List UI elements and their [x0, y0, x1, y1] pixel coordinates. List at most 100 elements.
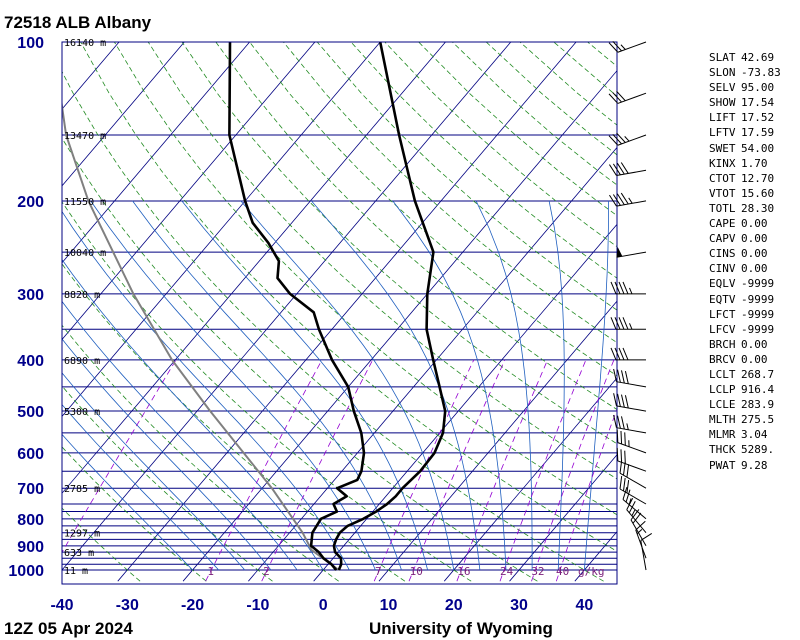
mixing-ratio-line: [62, 359, 177, 554]
index-row: SELV 95.00: [709, 80, 797, 95]
mixing-ratio-label: 10: [410, 565, 423, 578]
temperature-tick-label: 10: [380, 597, 398, 614]
height-label: 633 m: [64, 548, 94, 559]
mixing-ratio-label: 16: [457, 565, 470, 578]
wind-barb: [610, 347, 646, 361]
index-row: TOTL 28.30: [709, 201, 797, 216]
mixing-ratio-line: [456, 359, 548, 582]
height-label: 6890 m: [64, 356, 100, 367]
moist-adiabat: [62, 403, 219, 571]
index-value: 12.70: [741, 171, 775, 185]
mixing-ratio-line: [408, 359, 506, 582]
index-row: BRCH 0.00: [709, 337, 797, 352]
index-name: CINV: [709, 262, 736, 276]
index-name: MLTH: [709, 413, 736, 427]
moist-adiabat: [311, 200, 481, 571]
pressure-tick-label: 500: [17, 404, 44, 421]
index-row: CAPE 0.00: [709, 216, 797, 231]
index-row: MLMR 3.04: [709, 427, 797, 442]
index-row: SLAT 42.69: [709, 50, 797, 65]
index-row: CTOT 12.70: [709, 171, 797, 186]
mixing-ratio-line: [373, 359, 475, 582]
wind-barb: [608, 40, 647, 53]
index-row: LFCT -9999: [709, 307, 797, 322]
dry-adiabat: [283, 42, 617, 344]
mixing-ratio-label: 1: [207, 565, 214, 578]
index-value: -73.83: [741, 66, 781, 80]
index-name: SELV: [709, 81, 736, 95]
index-value: 0.00: [741, 337, 768, 351]
moist-adiabat: [181, 200, 428, 571]
wind-barb: [608, 90, 647, 104]
height-label: 2785 m: [64, 484, 100, 495]
mixing-ratio-line: [531, 359, 615, 582]
mixing-ratio-unit: g/kg: [578, 565, 605, 578]
parcel-trace: [62, 102, 340, 571]
pressure-tick-label: 1000: [8, 563, 44, 580]
temperature-tick-label: 0: [319, 597, 328, 614]
pressure-tick-label: 800: [17, 512, 44, 529]
mixing-ratio-line: [499, 359, 587, 582]
isotherm--90: [62, 42, 185, 187]
index-name: LFCT: [709, 307, 736, 321]
pressure-tick-label: 700: [17, 481, 44, 498]
index-row: VTOT 15.60: [709, 186, 797, 201]
height-label: 11 m: [64, 566, 88, 577]
index-value: -9999: [741, 292, 775, 306]
index-name: LIFT: [709, 111, 736, 125]
wind-barb: [609, 162, 647, 177]
index-row: KINX 1.70: [709, 156, 797, 171]
height-label: 5300 m: [64, 407, 100, 418]
chart-title: 72518 ALB Albany: [4, 13, 152, 32]
pressure-tick-label: 600: [17, 446, 44, 463]
mixing-ratio-label: 24: [500, 565, 514, 578]
index-row: SHOW 17.54: [709, 95, 797, 110]
dry-adiabat: [249, 42, 617, 377]
footer-time: 12Z 05 Apr 2024: [4, 619, 133, 638]
temperature-tick-label: -20: [181, 597, 204, 614]
dry-adiabat: [350, 42, 617, 279]
dry-adiabat: [114, 42, 617, 516]
index-value: 275.5: [741, 413, 775, 427]
height-label: 16140 m: [64, 38, 106, 49]
height-label: 1297 m: [64, 529, 100, 540]
index-name: LFTV: [709, 126, 736, 140]
index-name: EQTV: [709, 292, 736, 306]
moist-adiabat: [132, 200, 402, 571]
index-value: 268.7: [741, 367, 775, 381]
moist-adiabat: [475, 200, 533, 570]
wind-barb: [610, 281, 646, 295]
mixing-ratio-line: [261, 359, 374, 582]
index-row: LIFT 17.52: [709, 110, 797, 125]
index-value: 0.00: [741, 352, 768, 366]
index-row: LCLE 283.9: [709, 397, 797, 412]
index-value: 5289.: [741, 443, 775, 457]
index-row: BRCV 0.00: [709, 352, 797, 367]
stability-indices: SLAT 42.69 SLON -73.83 SELV 95.00 SHOW 17.54 LIF…: [709, 50, 797, 473]
index-name: EQLV: [709, 277, 736, 291]
index-value: 17.54: [741, 96, 775, 110]
index-row: LFTV 17.59: [709, 125, 797, 140]
pressure-tick-label: 200: [17, 194, 44, 211]
index-value: 1.70: [741, 156, 768, 170]
index-name: LCLP: [709, 383, 736, 397]
dry-adiabat: [147, 42, 617, 480]
index-value: 0.00: [741, 217, 768, 231]
isotherm--70: [62, 42, 316, 341]
dry-adiabat: [62, 324, 339, 582]
index-value: 0.00: [741, 262, 768, 276]
moist-adiabat: [62, 372, 246, 571]
temperature-tick-label: -40: [50, 597, 73, 614]
moist-adiabat: [90, 200, 376, 571]
moist-adiabat: [62, 258, 324, 571]
isotherm--60: [62, 42, 381, 417]
wind-barbs: [608, 40, 653, 571]
index-name: BRCH: [709, 337, 736, 351]
index-value: -9999: [741, 277, 775, 291]
pressure-tick-label: 400: [17, 353, 44, 370]
dry-adiabat: [62, 70, 604, 582]
axis-labels: 1 2 7 10 16 24 32 40 g/kg10020030040050060070080…: [8, 35, 604, 614]
isotherm-20: [443, 377, 617, 582]
moist-adiabat: [62, 433, 193, 571]
index-name: TOTL: [709, 201, 736, 215]
